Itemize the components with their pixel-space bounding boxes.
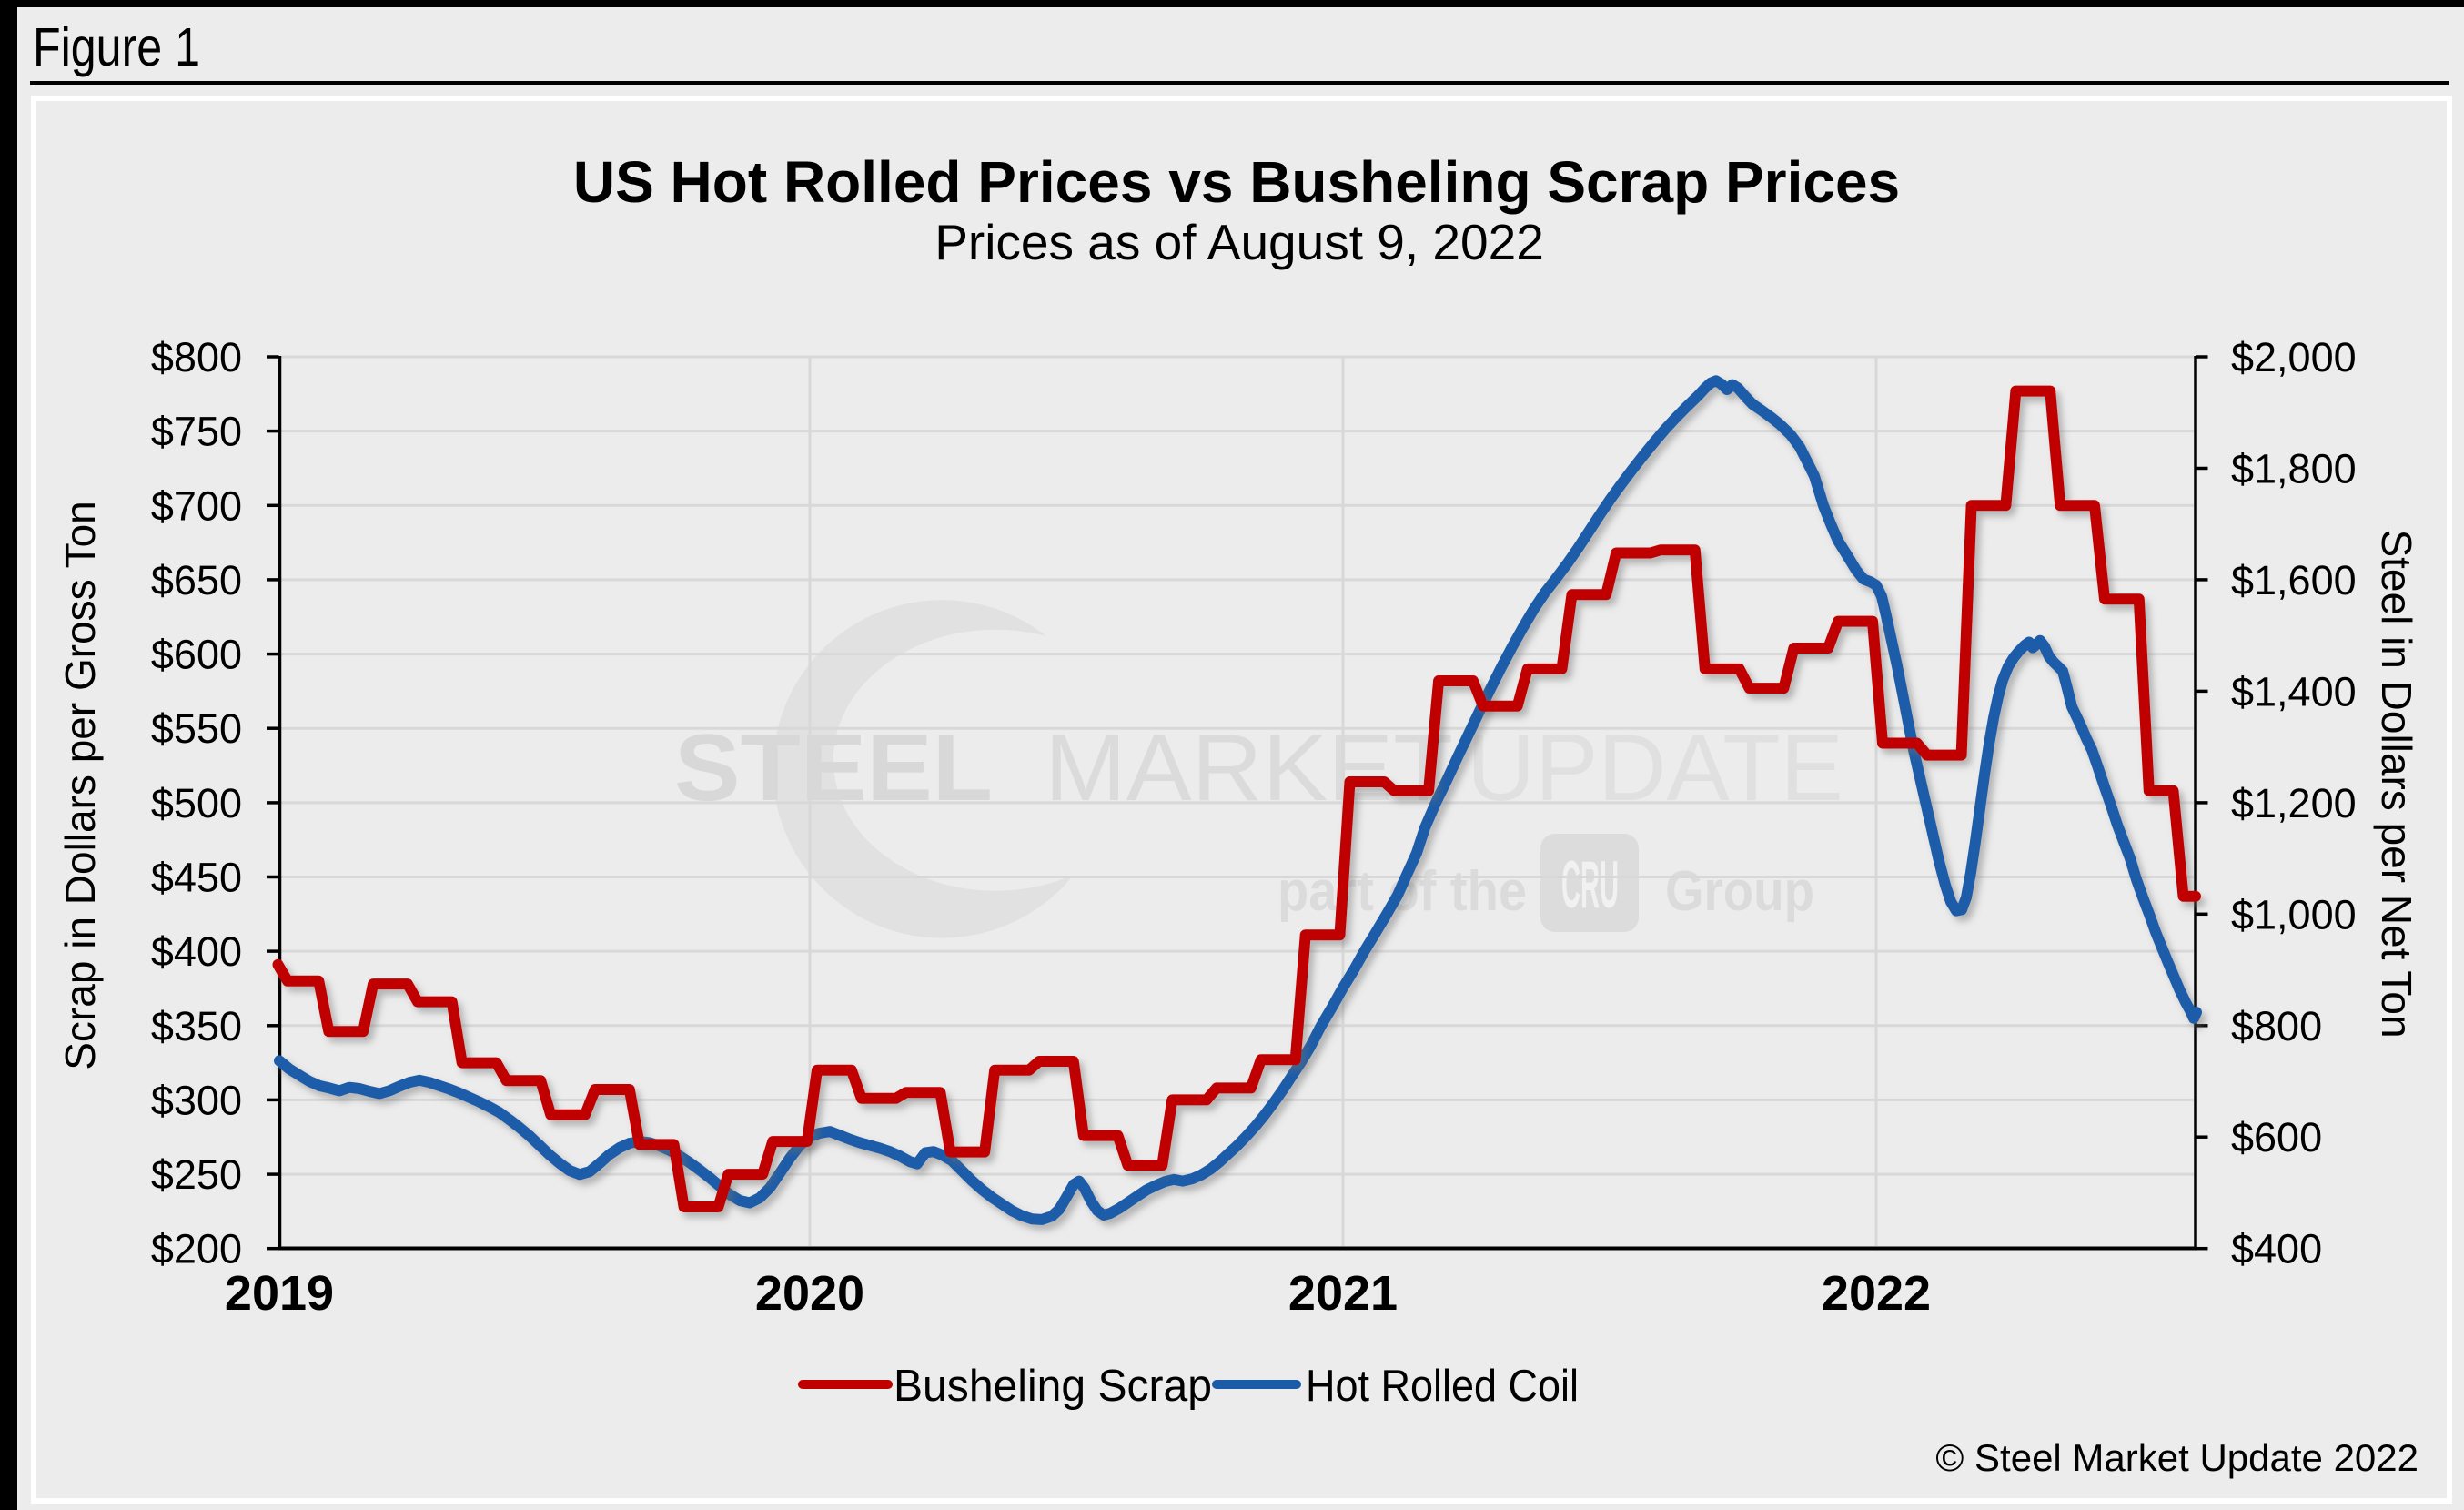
svg-text:2020: 2020 (755, 1266, 864, 1321)
svg-text:Prices as of August 9, 2022: Prices as of August 9, 2022 (934, 214, 1544, 270)
svg-text:$250: $250 (151, 1151, 242, 1198)
svg-text:$300: $300 (151, 1077, 242, 1123)
svg-text:CRU: CRU (1561, 848, 1619, 922)
svg-text:2022: 2022 (1822, 1266, 1931, 1321)
svg-text:$400: $400 (2231, 1226, 2322, 1272)
svg-text:$450: $450 (151, 855, 242, 901)
svg-text:$600: $600 (151, 632, 242, 678)
svg-text:$1,800: $1,800 (2231, 446, 2357, 492)
svg-text:Figure 1: Figure 1 (33, 17, 200, 77)
svg-text:UPDATE: UPDATE (1467, 715, 1843, 821)
svg-text:$650: $650 (151, 557, 242, 603)
svg-text:$1,400: $1,400 (2231, 668, 2357, 714)
svg-text:$550: $550 (151, 705, 242, 752)
svg-text:$1,000: $1,000 (2231, 891, 2357, 937)
svg-text:$350: $350 (151, 1003, 242, 1049)
svg-text:2021: 2021 (1288, 1266, 1398, 1321)
svg-text:$750: $750 (151, 409, 242, 455)
svg-text:$1,200: $1,200 (2231, 780, 2357, 826)
svg-text:STEEL: STEEL (674, 715, 993, 821)
svg-text:US Hot Rolled Prices vs Bushel: US Hot Rolled Prices vs Busheling Scrap … (573, 149, 1900, 215)
svg-text:$700: $700 (151, 482, 242, 529)
svg-text:$600: $600 (2231, 1114, 2322, 1160)
svg-text:$800: $800 (2231, 1003, 2322, 1049)
svg-text:$2,000: $2,000 (2231, 334, 2357, 380)
svg-text:$800: $800 (151, 334, 242, 380)
svg-text:Hot Rolled Coil: Hot Rolled Coil (1306, 1362, 1579, 1411)
svg-text:2019: 2019 (225, 1266, 334, 1321)
svg-text:$500: $500 (151, 780, 242, 826)
svg-text:Scrap in Dollars per Gross Ton: Scrap in Dollars per Gross Ton (56, 501, 104, 1070)
svg-text:© Steel Market Update 2022: © Steel Market Update 2022 (1935, 1436, 2419, 1479)
svg-text:Busheling Scrap: Busheling Scrap (894, 1362, 1212, 1411)
svg-text:Steel in Dollars per Net Ton: Steel in Dollars per Net Ton (2373, 529, 2420, 1038)
svg-text:$400: $400 (151, 928, 242, 975)
svg-text:MARKET: MARKET (1045, 715, 1453, 821)
svg-text:$1,600: $1,600 (2231, 557, 2357, 603)
svg-text:Group: Group (1665, 860, 1814, 923)
svg-text:$200: $200 (151, 1226, 242, 1272)
